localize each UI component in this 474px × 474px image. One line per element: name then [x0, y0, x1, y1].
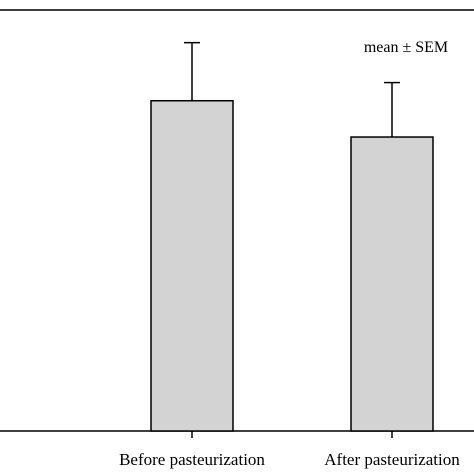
bar-1 [150, 99, 234, 432]
x-tick-label-1: Before pasteurization [119, 450, 265, 469]
error-bars-layer [184, 41, 400, 138]
x-ticks-layer: Before pasteurization After pasteurizatio… [119, 431, 460, 469]
x-tick-label-2: After pasteurization [324, 450, 460, 469]
bar-2 [350, 136, 434, 432]
bars-layer [150, 99, 434, 432]
annotation-mean-sem: mean ± SEM [364, 39, 448, 56]
